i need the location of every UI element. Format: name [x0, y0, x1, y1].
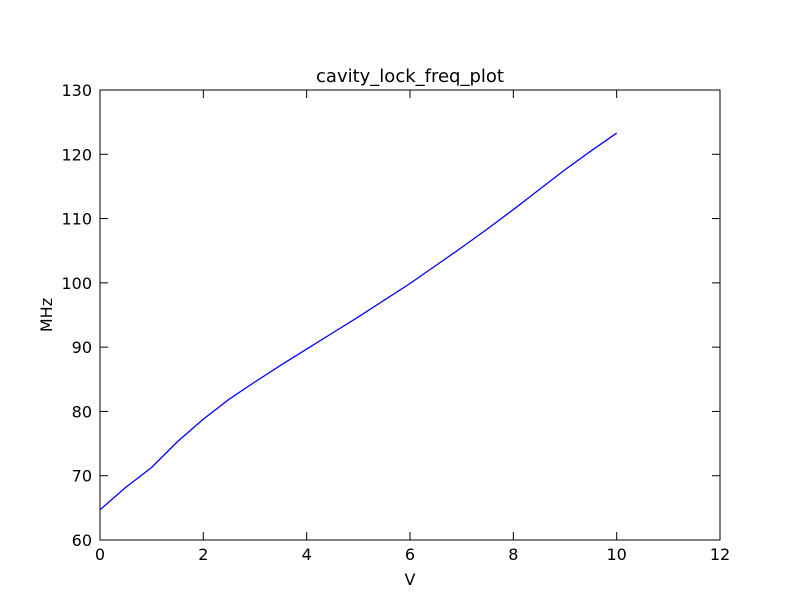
x-tick-label: 10 [606, 545, 626, 564]
y-tick-label: 60 [72, 531, 92, 550]
y-tick-label: 110 [61, 210, 92, 229]
x-axis-label: V [405, 570, 416, 589]
chart-title: cavity_lock_freq_plot [316, 66, 504, 87]
x-tick-label: 2 [198, 545, 208, 564]
x-tick-label: 8 [508, 545, 518, 564]
y-tick-label: 130 [61, 81, 92, 100]
y-tick-label: 90 [72, 338, 92, 357]
y-tick-label: 120 [61, 145, 92, 164]
x-tick-label: 12 [710, 545, 730, 564]
y-tick-label: 80 [72, 402, 92, 421]
y-tick-label: 100 [61, 274, 92, 293]
x-tick-label: 6 [405, 545, 415, 564]
plot-frame [99, 89, 721, 541]
x-tick-label: 4 [302, 545, 312, 564]
y-axis-label: MHz [37, 298, 56, 332]
line-series [99, 132, 618, 511]
y-tick-label: 70 [72, 467, 92, 486]
x-tick-label: 0 [95, 545, 105, 564]
